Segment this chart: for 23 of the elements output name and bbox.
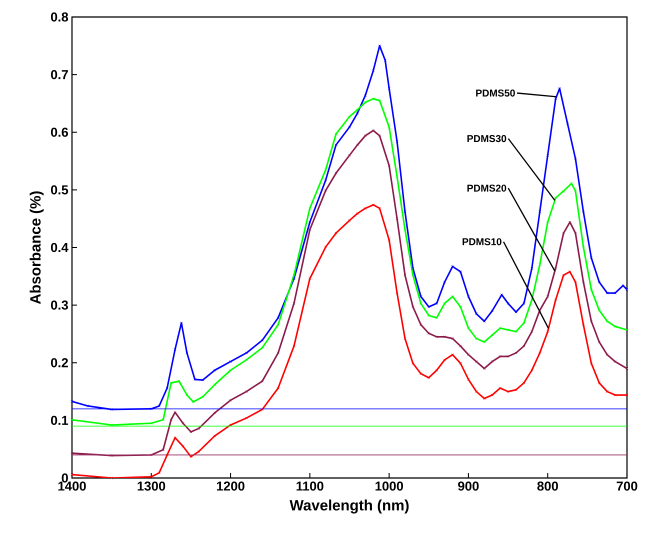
y-tick-label: 0.6 [50,128,68,137]
y-tick-label: 0.1 [50,416,68,425]
x-tick-label: 1400 [58,482,86,491]
y-tick-label: 0.4 [50,242,68,252]
text: PDMS20 [467,184,506,192]
text: PDMS10 [462,238,502,246]
x-axis-title: Wavelength (nm) [290,500,409,514]
text: PDMS50 [476,90,515,97]
y-tick-label: 0.2 [50,358,68,368]
x-tick-label: 700 [616,482,638,491]
x-tick-label: 1000 [376,482,404,491]
x-tick-label: 800 [537,482,558,491]
y-tick-label: 0.8 [50,12,68,22]
y-axis-title: Absorbance (%) [30,191,44,304]
x-tick-label: 900 [458,482,479,491]
y-tick-label: 0 [62,473,68,483]
x-tick-label: 1300 [138,482,166,491]
y-tick-label: 0.5 [50,185,68,194]
y-tick-label: 0.7 [50,70,68,80]
x-tick-label: 1200 [216,482,244,491]
y-tick-label: 0.3 [50,300,68,310]
text: PDMS30 [467,135,506,142]
x-tick-label: 1100 [296,482,324,491]
